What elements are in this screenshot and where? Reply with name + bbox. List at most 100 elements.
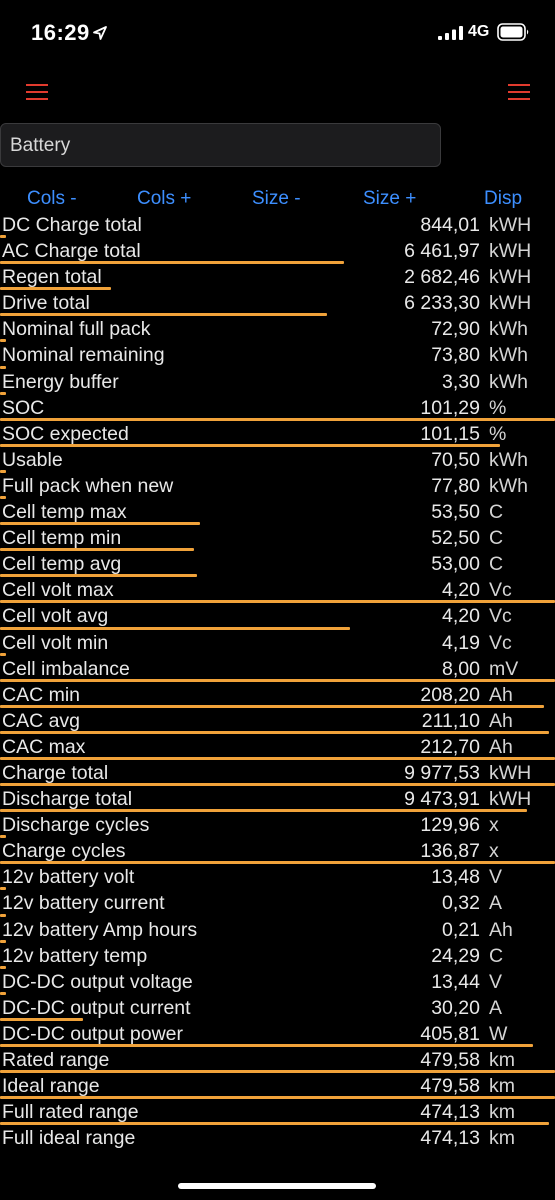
list-item[interactable]: Cell temp avg 53,00 C <box>0 551 555 578</box>
row-unit: Ah <box>489 709 513 732</box>
row-label: DC-DC output voltage <box>2 970 193 993</box>
row-label: Discharge total <box>2 788 133 811</box>
row-unit: V <box>489 970 503 993</box>
menu-right-icon[interactable] <box>508 83 530 101</box>
list-item[interactable]: SOC expected 101,15% <box>0 421 555 447</box>
list-item[interactable]: Drive total 6 233,30 kWH <box>0 290 555 317</box>
row-value: 479,58 <box>420 1075 480 1098</box>
filter-input[interactable]: Battery <box>0 123 441 167</box>
list-item[interactable]: Cell volt avg 4,20 Vc <box>0 603 555 630</box>
list-item[interactable]: CAC min 208,20 Ah <box>0 682 555 708</box>
list-item[interactable]: 12v battery temp 24,29 C <box>0 943 555 969</box>
list-item[interactable]: Cell volt max 4,20 Vc <box>0 577 555 604</box>
row-unit: C <box>489 944 504 967</box>
list-item[interactable]: Full pack when new 77,80 kWh <box>0 473 555 500</box>
toolbar: Cols - Cols + Size - Size + Disp <box>0 186 555 214</box>
list-item[interactable]: Cell temp min 52,50 C <box>0 525 555 552</box>
value-bar <box>0 469 6 473</box>
row-value: 70,50 <box>431 448 480 471</box>
list-item[interactable]: DC-DC output current 30,20 A <box>0 995 555 1021</box>
list-item[interactable]: SOC 101,29% <box>0 395 555 421</box>
list-item[interactable]: CAC max 212,70 Ah <box>0 734 555 760</box>
list-item[interactable]: Regen total 2 682,46 kWH <box>0 264 555 291</box>
value-bar <box>0 1044 533 1047</box>
menu-left-icon[interactable] <box>26 83 48 101</box>
row-unit: km <box>489 1127 515 1150</box>
row-value: 8,00 <box>442 657 480 680</box>
row-value: 0,32 <box>442 892 480 915</box>
row-label: CAC avg <box>2 709 81 732</box>
size-minus-button[interactable]: Size - <box>252 188 301 209</box>
list-item[interactable]: CAC avg 211,10 Ah <box>0 708 555 734</box>
value-bar <box>0 600 555 604</box>
list-item[interactable]: Usable 70,50 kWh <box>0 447 555 473</box>
list-item[interactable]: Full rated range 474,13 km <box>0 1099 555 1126</box>
value-bar <box>0 235 6 239</box>
row-value: 4,19 <box>442 631 480 654</box>
disp-button[interactable]: Disp <box>484 188 523 209</box>
row-unit: km <box>489 1101 515 1124</box>
row-label: Full ideal range <box>2 1127 136 1150</box>
value-bar <box>0 1096 555 1100</box>
row-value: 208,20 <box>420 683 480 706</box>
row-value: 129,96 <box>420 814 480 837</box>
battery-data-list[interactable]: DC Charge total 844,01 kWH AC Charge total 6… <box>0 216 555 1160</box>
value-bar <box>0 522 200 526</box>
status-time: 16:29 <box>31 20 90 45</box>
home-indicator[interactable] <box>178 1183 376 1189</box>
list-item[interactable]: Cell volt min 4,19 Vc <box>0 630 555 656</box>
list-item[interactable]: Cell temp max 53,50 C <box>0 499 555 526</box>
list-item[interactable]: Full ideal range 474,13 km <box>0 1125 555 1151</box>
row-unit: kWH <box>489 216 532 236</box>
rows-container: DC Charge total 844,01 kWH AC Charge total 6… <box>0 216 555 1151</box>
row-unit: kWH <box>489 788 532 811</box>
value-bar <box>0 496 6 500</box>
row-label: Discharge cycles <box>2 814 150 837</box>
row-label: CAC min <box>2 683 81 706</box>
row-value: 212,70 <box>420 735 480 758</box>
row-value: 474,13 <box>420 1127 480 1150</box>
row-unit: kWh <box>489 474 528 497</box>
row-value: 52,50 <box>431 527 480 550</box>
size-plus-button[interactable]: Size + <box>363 188 417 209</box>
list-item[interactable]: DC-DC output power 405,81 W <box>0 1021 555 1047</box>
cols-minus-button[interactable]: Cols - <box>27 188 77 209</box>
list-item[interactable]: 12v battery volt 13,48 V <box>0 864 555 891</box>
list-item[interactable]: Discharge cycles 129,96 x <box>0 812 555 839</box>
list-item[interactable]: Energy buffer 3,30 kWh <box>0 369 555 395</box>
row-label: Cell volt avg <box>2 605 109 628</box>
list-item[interactable]: Nominal full pack 72,90 kWh <box>0 316 555 343</box>
row-value: 2 682,46 <box>404 266 480 289</box>
row-label: Full rated range <box>2 1101 139 1124</box>
list-item[interactable]: 12v battery Amp hours 0,21 Ah <box>0 917 555 943</box>
list-item[interactable]: Charge total 9 977,53 kWH <box>0 760 555 787</box>
list-item[interactable]: DC-DC output voltage 13,44 V <box>0 969 555 995</box>
row-unit: Ah <box>489 683 513 706</box>
location-arrow-icon <box>93 26 107 40</box>
list-item[interactable]: Cell imbalance 8,00 mV <box>0 656 555 682</box>
list-item[interactable]: 12v battery current 0,32 A <box>0 890 555 917</box>
row-value: 479,58 <box>420 1049 480 1071</box>
list-item[interactable]: DC Charge total 844,01 kWH <box>0 216 555 239</box>
cols-plus-button[interactable]: Cols + <box>137 188 192 209</box>
list-item[interactable]: Rated range 479,58 km <box>0 1047 555 1074</box>
row-label: DC Charge total <box>2 216 142 236</box>
row-label: CAC max <box>2 735 86 758</box>
value-bar <box>0 887 6 891</box>
value-bar <box>0 678 555 682</box>
value-bar <box>0 1070 555 1074</box>
row-unit: % <box>489 396 507 419</box>
list-item[interactable]: Charge cycles 136,87 x <box>0 838 555 865</box>
value-bar <box>0 704 544 708</box>
list-item[interactable]: AC Charge total 6 461,97 kWH <box>0 238 555 265</box>
list-item[interactable]: Nominal remaining 73,80 kWh <box>0 342 555 369</box>
row-value: 30,20 <box>431 996 480 1019</box>
list-item[interactable]: Ideal range 479,58 km <box>0 1073 555 1100</box>
cellular-signal-icon <box>438 26 463 40</box>
value-bar <box>0 574 198 578</box>
row-label: Cell volt min <box>2 631 109 654</box>
list-item[interactable]: Discharge total 9 473,91 kWH <box>0 786 555 813</box>
row-label: 12v battery temp <box>2 944 148 967</box>
battery-icon <box>497 23 529 41</box>
row-label: Usable <box>2 448 63 471</box>
